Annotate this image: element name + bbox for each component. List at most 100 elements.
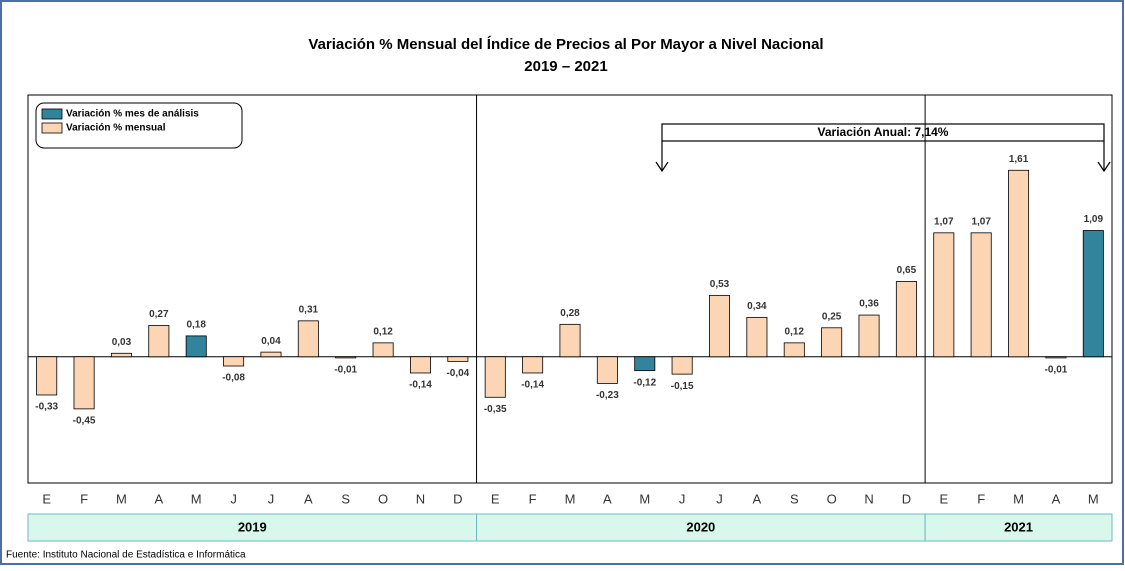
chart-subtitle: 2019 – 2021 xyxy=(524,58,607,75)
bar xyxy=(110,352,132,358)
value-label: -0,01 xyxy=(1045,365,1068,376)
x-tick-label: D xyxy=(902,491,911,506)
value-label: -0,14 xyxy=(521,380,544,391)
value-label: -0,08 xyxy=(222,373,245,384)
x-tick-label: A xyxy=(1052,491,1061,506)
bar xyxy=(223,356,245,367)
legend-label: Variación % mensual xyxy=(66,123,166,134)
x-tick-label: A xyxy=(154,491,163,506)
value-label: -0,04 xyxy=(446,368,469,379)
legend-label: Variación % mes de análisis xyxy=(66,109,199,120)
annotation: Variación Anual: 7,14% xyxy=(818,125,949,139)
bar xyxy=(185,335,207,358)
value-label: 0,12 xyxy=(785,326,805,337)
bar xyxy=(858,314,880,358)
x-tick-label: F xyxy=(529,491,537,506)
annual-bracket xyxy=(655,123,1111,173)
value-label: -0,45 xyxy=(73,416,96,427)
value-label: -0,14 xyxy=(409,380,432,391)
x-tick-label: S xyxy=(790,491,799,506)
bar xyxy=(933,232,955,358)
x-tick-label: N xyxy=(416,491,425,506)
x-tick-label: J xyxy=(230,491,237,506)
x-tick-label: N xyxy=(864,491,873,506)
bar xyxy=(821,327,843,358)
bar xyxy=(746,316,768,358)
x-tick-label: E xyxy=(42,491,51,506)
x-tick-label: J xyxy=(268,491,275,506)
value-label: -0,35 xyxy=(484,404,507,415)
chart-title: Variación % Mensual del Índice de Precio… xyxy=(308,36,823,53)
bar xyxy=(634,356,656,372)
bar xyxy=(709,294,731,358)
value-label: 0,34 xyxy=(747,301,767,312)
x-tick-label: F xyxy=(80,491,88,506)
source: Fuente: Instituto Nacional de Estadístic… xyxy=(6,550,246,561)
value-label: 1,61 xyxy=(1009,154,1029,165)
bar xyxy=(1008,169,1030,358)
year-cell xyxy=(476,513,926,542)
bar xyxy=(895,281,917,358)
x-tick-label: A xyxy=(753,491,762,506)
x-tick-label: M xyxy=(116,491,127,506)
legend-swatch xyxy=(41,122,63,134)
x-tick-label: D xyxy=(453,491,462,506)
bar xyxy=(1045,356,1067,359)
bar xyxy=(1082,230,1104,358)
bar xyxy=(409,356,431,374)
x-tick-label: M xyxy=(1088,491,1099,506)
x-tick-label: O xyxy=(827,491,837,506)
year-label: 2021 xyxy=(1004,519,1033,534)
value-label: -0,33 xyxy=(35,402,58,413)
value-label: -0,12 xyxy=(633,377,656,388)
x-tick-label: O xyxy=(378,491,388,506)
bar xyxy=(73,356,95,410)
bar xyxy=(559,323,581,358)
x-tick-label: M xyxy=(1013,491,1024,506)
year-cell xyxy=(27,513,478,542)
x-tick-label: M xyxy=(565,491,576,506)
value-label: 0,03 xyxy=(112,337,132,348)
value-label: 0,53 xyxy=(710,279,730,290)
value-label: 0,36 xyxy=(859,299,879,310)
legend-box xyxy=(35,102,243,149)
bar xyxy=(447,356,469,362)
value-label: 0,18 xyxy=(186,320,206,331)
value-label: 0,12 xyxy=(373,326,393,337)
bar xyxy=(783,342,805,358)
x-tick-label: J xyxy=(716,491,723,506)
bar xyxy=(484,356,506,398)
value-label: 0,31 xyxy=(299,304,319,315)
x-tick-label: S xyxy=(341,491,350,506)
year-cell xyxy=(924,513,1113,542)
bar xyxy=(596,356,618,384)
bar xyxy=(970,232,992,358)
x-tick-label: A xyxy=(603,491,612,506)
x-tick-label: E xyxy=(491,491,500,506)
value-label: 0,04 xyxy=(261,336,281,347)
value-label: 1,07 xyxy=(971,216,991,227)
x-tick-label: E xyxy=(939,491,948,506)
value-label: 1,09 xyxy=(1084,214,1104,225)
bar xyxy=(260,351,282,358)
bar xyxy=(372,342,394,358)
bar xyxy=(148,325,170,358)
legend-swatch xyxy=(41,108,63,120)
bar xyxy=(335,356,357,359)
year-label: 2020 xyxy=(686,519,715,534)
bar xyxy=(297,320,319,358)
value-label: 1,07 xyxy=(934,216,954,227)
value-label: -0,15 xyxy=(671,381,694,392)
year-label: 2019 xyxy=(238,519,267,534)
value-label: -0,23 xyxy=(596,390,619,401)
x-tick-label: M xyxy=(639,491,650,506)
plot-frame xyxy=(27,94,1113,484)
value-label: 0,28 xyxy=(560,308,580,319)
bar xyxy=(36,356,58,396)
bar xyxy=(522,356,544,374)
x-tick-label: M xyxy=(191,491,202,506)
value-label: 0,65 xyxy=(897,265,917,276)
value-label: 0,25 xyxy=(822,311,842,322)
